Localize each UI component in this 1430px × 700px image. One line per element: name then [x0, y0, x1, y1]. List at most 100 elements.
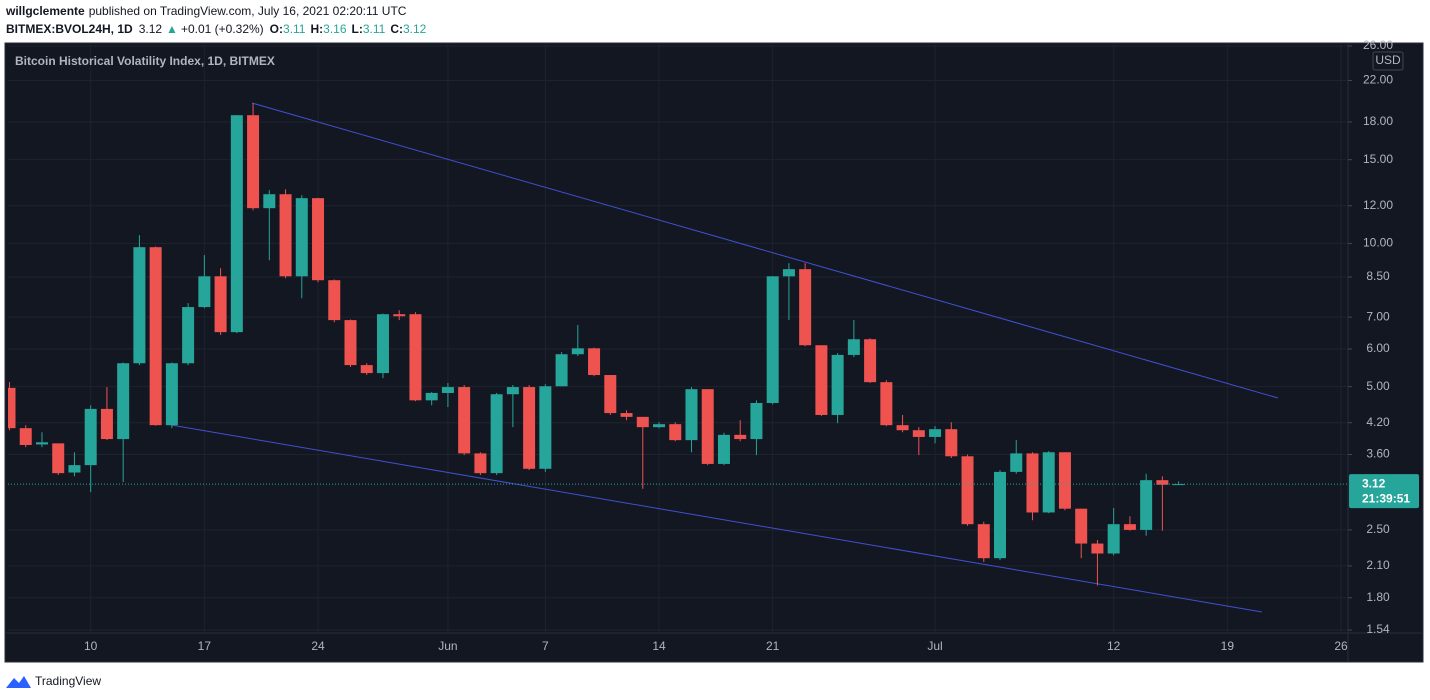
y-tick-label: 2.10: [1366, 558, 1390, 572]
x-tick-label: 12: [1107, 639, 1121, 653]
candle-body: [474, 453, 487, 474]
candle-body: [68, 465, 81, 473]
candle-body: [571, 348, 584, 355]
currency-box: [1372, 51, 1404, 71]
candle-body: [896, 425, 909, 431]
candle-body: [1058, 452, 1071, 509]
ohlc-label: H:: [310, 22, 323, 36]
candle-body: [912, 430, 925, 437]
y-tick-label: 12.00: [1363, 198, 1393, 212]
candle-body: [100, 408, 113, 440]
price-label-box: [1349, 474, 1419, 509]
candle-body: [701, 389, 714, 464]
y-tick-label: 1.80: [1366, 590, 1390, 604]
ohlc-label: O:: [270, 22, 283, 36]
candle-body: [864, 339, 877, 383]
candle-body: [441, 387, 454, 393]
candle-body: [425, 392, 438, 401]
y-tick-label: 10.00: [1363, 236, 1393, 250]
x-tick-label: 10: [84, 639, 98, 653]
candle-body: [1010, 453, 1023, 472]
candle-body: [393, 314, 406, 317]
candle-body: [1026, 453, 1039, 513]
candle-body: [539, 386, 552, 469]
candle-body: [782, 269, 795, 277]
candle-body: [409, 314, 422, 401]
candle-body: [1107, 524, 1120, 554]
header-line: willgclemente published on TradingView.co…: [5, 4, 407, 18]
candle-body: [230, 115, 243, 333]
candle-body: [1156, 480, 1169, 485]
ohlc-label: C:: [390, 22, 403, 36]
candle-body: [8, 387, 16, 429]
candle-body: [263, 194, 276, 209]
candle-body: [344, 320, 357, 366]
candle-body: [247, 115, 260, 209]
change: +0.01 (+0.32%): [181, 22, 264, 36]
candle-body: [376, 314, 389, 374]
candle-body: [847, 339, 860, 355]
candle-body: [149, 247, 162, 426]
candle-body: [1042, 452, 1055, 513]
y-tick-label: 18.00: [1363, 114, 1393, 128]
ohlc-label: L:: [352, 22, 363, 36]
candle-body: [165, 363, 178, 426]
candle-body: [750, 402, 763, 440]
candle-body: [1075, 508, 1088, 544]
ohlc-value: 3.11: [363, 22, 386, 36]
chart-frame: [4, 42, 1424, 663]
candle-body: [1091, 543, 1104, 554]
x-tick-label: Jul: [927, 639, 942, 653]
candle-body: [523, 387, 536, 469]
y-tick-label: 22.00: [1363, 73, 1393, 87]
plot: [8, 102, 1348, 613]
candle-body: [799, 269, 812, 346]
candle-body: [84, 408, 97, 466]
candle-body: [734, 434, 747, 440]
candle-body: [1123, 524, 1136, 530]
y-tick-label: 26.00: [1363, 38, 1393, 52]
ohlc-value: 3.16: [323, 22, 347, 36]
candle-body: [815, 345, 828, 415]
candle-body: [312, 198, 325, 281]
publisher: willgclemente: [5, 4, 85, 18]
chart-legend: Bitcoin Historical Volatility Index, 1D,…: [15, 54, 275, 68]
x-tick-label: 19: [1221, 639, 1235, 653]
footer-logo: [6, 676, 31, 688]
x-tick-label: 21: [766, 639, 780, 653]
candle-body: [831, 354, 844, 415]
candle-body: [588, 348, 601, 376]
last-price: 3.12: [139, 22, 163, 36]
countdown: 21:39:51: [1362, 491, 1410, 505]
candle-body: [328, 280, 341, 321]
ohlc-value: 3.12: [403, 22, 427, 36]
y-tick-label: 1.54: [1366, 622, 1390, 636]
candle-body: [555, 354, 568, 387]
candle-body: [279, 194, 292, 277]
logo: [6, 676, 31, 688]
x-tick-label: 14: [652, 639, 666, 653]
candle-body: [117, 363, 130, 440]
candle-body: [490, 394, 503, 474]
price-label: 3.12: [1362, 476, 1386, 490]
symbol-line: BITMEX:BVOL24H, 1D 3.12 ▲ +0.01 (+0.32%) O:3…: [6, 22, 427, 36]
candle-body: [636, 416, 649, 428]
candle-body: [685, 389, 698, 441]
x-tick-label: 17: [198, 639, 212, 653]
candle-body: [214, 276, 227, 333]
brand: TradingView: [35, 674, 101, 688]
y-tick-label: 6.00: [1366, 341, 1390, 355]
y-tick-label: 3.60: [1366, 447, 1390, 461]
currency: USD: [1375, 53, 1401, 67]
candle-body: [880, 382, 893, 426]
candle-body: [653, 424, 666, 428]
candle-body: [766, 276, 779, 403]
candle-body: [945, 429, 958, 457]
change-arrow: ▲: [166, 22, 178, 36]
candle-body: [961, 456, 974, 525]
y-tick-label: 4.20: [1366, 415, 1390, 429]
candle-body: [35, 442, 48, 445]
candle-body: [182, 307, 195, 364]
y-tick-label: 15.00: [1363, 152, 1393, 166]
